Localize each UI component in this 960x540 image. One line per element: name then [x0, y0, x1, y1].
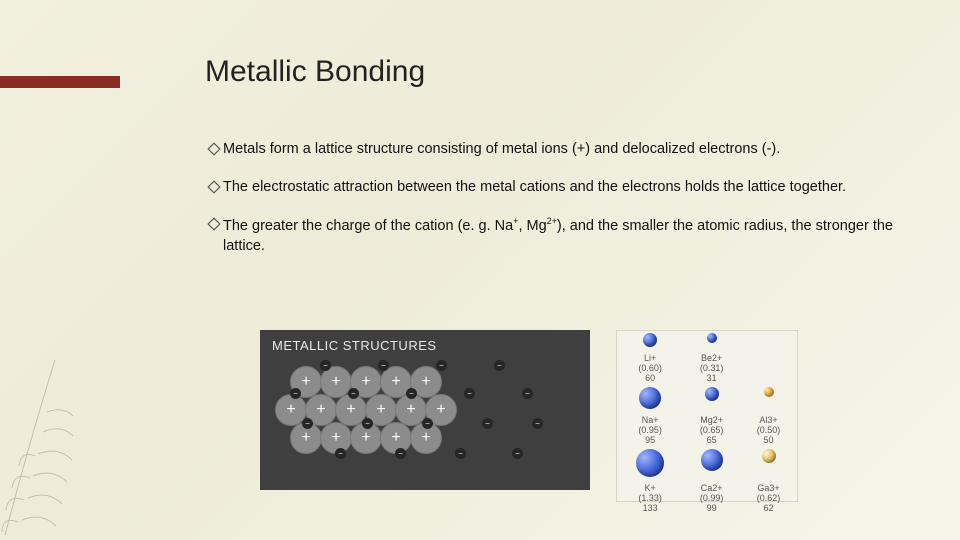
bullet-list: Metals form a lattice structure consisti…: [205, 140, 895, 274]
electron: −: [378, 360, 389, 371]
metallic-structure-figure: METALLIC STRUCTURES ++++++++++++++++ − − −…: [260, 330, 590, 490]
diamond-icon: [205, 217, 223, 231]
electron: −: [348, 388, 359, 399]
figure-row: METALLIC STRUCTURES ++++++++++++++++ − − −…: [260, 330, 798, 502]
cell: Li+: [644, 353, 656, 363]
cell: Be2+: [701, 353, 722, 363]
cell: 95: [645, 435, 655, 445]
slide: Metallic Bonding Metals form a lattice s…: [0, 0, 960, 540]
cell: 99: [707, 503, 717, 513]
cell: Ca2+: [701, 483, 723, 493]
electron: −: [406, 388, 417, 399]
cell: (0.62): [757, 493, 781, 503]
cell: 133: [643, 503, 658, 513]
electron: −: [302, 418, 313, 429]
cell: 50: [764, 435, 774, 445]
cell: 31: [707, 373, 717, 383]
radii-table: Li+(0.60)60 Be2+(0.31)31 Na+(0.95)95 Mg2…: [617, 331, 797, 515]
bullet-item: The electrostatic attraction between the…: [205, 178, 895, 198]
page-title: Metallic Bonding: [205, 55, 425, 89]
cell: (0.50): [757, 425, 781, 435]
electron: −: [455, 448, 466, 459]
leaf-decoration: [0, 320, 160, 540]
ion-lattice: ++++++++++++++++: [290, 366, 455, 450]
accent-bar: [0, 76, 120, 88]
cell: Na+: [642, 415, 659, 425]
electron: −: [532, 418, 543, 429]
cell: 65: [707, 435, 717, 445]
electron: −: [422, 418, 433, 429]
diamond-icon: [205, 180, 223, 194]
cell: (0.95): [638, 425, 662, 435]
bullet-item: The greater the charge of the cation (e.…: [205, 215, 895, 256]
bullet-text: Metals form a lattice structure consisti…: [223, 140, 895, 160]
cell: Mg2+: [700, 415, 723, 425]
cell: Al3+: [759, 415, 777, 425]
cell: 62: [764, 503, 774, 513]
cell: 60: [645, 373, 655, 383]
cell: (0.99): [700, 493, 724, 503]
ionic-radii-figure: Li+(0.60)60 Be2+(0.31)31 Na+(0.95)95 Mg2…: [616, 330, 798, 502]
electron: −: [395, 448, 406, 459]
cell: (0.60): [638, 363, 662, 373]
electron: −: [362, 418, 373, 429]
electron: −: [522, 388, 533, 399]
bullet-item: Metals form a lattice structure consisti…: [205, 140, 895, 160]
cell: K+: [644, 483, 655, 493]
bullet-text: The electrostatic attraction between the…: [223, 178, 895, 198]
cell: Ga3+: [757, 483, 779, 493]
electron: −: [512, 448, 523, 459]
bullet-text: The greater the charge of the cation (e.…: [223, 215, 895, 256]
electron: −: [436, 360, 447, 371]
electron: −: [320, 360, 331, 371]
cell: (0.31): [700, 363, 724, 373]
electron: −: [464, 388, 475, 399]
cell: (0.65): [700, 425, 724, 435]
diamond-icon: [205, 142, 223, 156]
cell: (1.33): [638, 493, 662, 503]
electron: −: [482, 418, 493, 429]
electron: −: [494, 360, 505, 371]
figure-heading: METALLIC STRUCTURES: [272, 338, 437, 353]
electron: −: [335, 448, 346, 459]
electron: −: [290, 388, 301, 399]
